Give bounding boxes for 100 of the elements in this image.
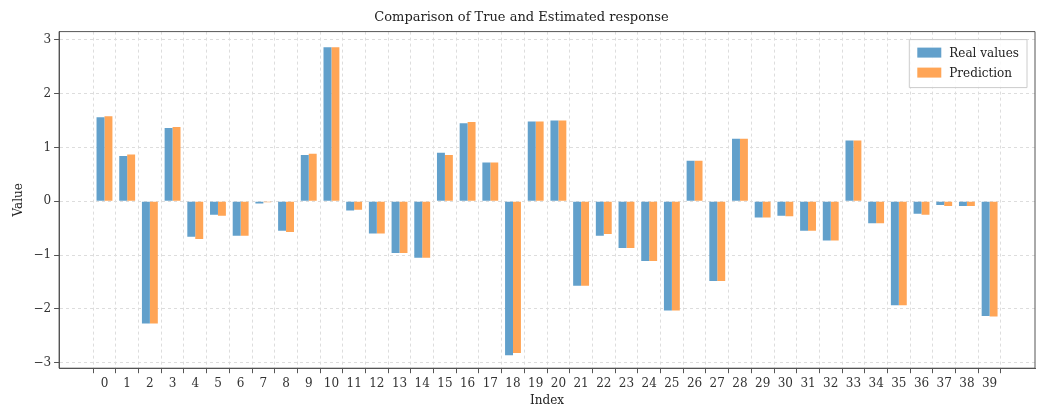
x-tick-label: 39	[981, 375, 998, 390]
x-tick-label: 25	[664, 375, 680, 390]
bar	[232, 201, 241, 236]
bar	[641, 201, 650, 262]
bar	[490, 162, 499, 201]
bar	[717, 201, 726, 281]
bar	[944, 201, 953, 207]
bar	[671, 201, 680, 311]
bar	[966, 201, 975, 207]
bar	[459, 123, 468, 201]
x-tick-label: 26	[686, 375, 703, 390]
bar	[898, 201, 907, 306]
x-axis-title: Index	[530, 392, 565, 407]
x-tick-label: 6	[236, 375, 245, 390]
bar	[762, 201, 771, 218]
bar	[391, 201, 400, 253]
y-tick-label: 0	[43, 193, 52, 208]
x-tick-label: 16	[459, 375, 476, 390]
bar	[573, 201, 582, 286]
bar	[527, 121, 536, 201]
x-tick-label: 31	[800, 375, 816, 390]
y-tick-label: 3	[43, 31, 52, 46]
bar	[808, 201, 816, 231]
bar	[595, 201, 604, 236]
y-tick-label: −2	[33, 301, 52, 316]
legend-label: Prediction	[949, 65, 1013, 80]
x-tick-label: 14	[414, 375, 431, 390]
bar	[444, 154, 453, 201]
chart-title: Comparison of True and Estimated response	[374, 9, 670, 25]
bar	[513, 201, 521, 354]
x-tick-label: 35	[891, 375, 907, 390]
bar	[739, 138, 748, 201]
bar	[581, 201, 590, 286]
x-tick-label: 7	[259, 375, 268, 390]
bar	[368, 201, 377, 234]
bar	[300, 154, 309, 201]
bar	[104, 116, 113, 201]
bar	[785, 201, 794, 217]
bar	[558, 120, 567, 201]
bar	[331, 47, 340, 201]
y-axis-title: Value	[11, 183, 26, 218]
x-tick-label: 22	[596, 375, 612, 390]
x-tick-label: 13	[391, 375, 408, 390]
x-tick-label: 2	[146, 375, 154, 390]
bar	[217, 201, 226, 216]
bar	[754, 201, 763, 218]
x-tick-label: 37	[936, 375, 952, 390]
bar	[550, 120, 559, 201]
x-tick-label: 30	[777, 375, 793, 390]
bar	[822, 201, 831, 241]
bar	[686, 160, 695, 201]
bar	[149, 201, 158, 324]
x-tick-label: 0	[100, 375, 109, 390]
x-tick-label: 15	[437, 375, 453, 390]
bar	[868, 201, 877, 224]
bar	[603, 201, 612, 235]
bar	[119, 156, 128, 201]
x-tick-label: 12	[369, 375, 385, 390]
bar	[240, 201, 249, 236]
x-tick-label: 17	[482, 375, 498, 390]
x-tick-label: 9	[304, 375, 313, 390]
y-tick-label: 2	[43, 85, 52, 100]
x-tick-label: 21	[573, 375, 589, 390]
x-tick-label: 4	[191, 375, 200, 390]
bar	[913, 201, 922, 214]
x-tick-label: 23	[618, 375, 635, 390]
bar	[694, 160, 703, 201]
x-tick-label: 11	[346, 375, 362, 390]
bar	[535, 121, 544, 201]
x-tick-label: 29	[755, 375, 771, 390]
bar	[278, 201, 287, 231]
bar	[709, 201, 718, 281]
bar	[414, 201, 423, 258]
x-tick-label: 1	[123, 375, 131, 390]
x-tick-label: 19	[528, 375, 544, 390]
bar	[663, 201, 672, 311]
bar	[845, 140, 854, 201]
y-tick-label: −1	[33, 247, 52, 262]
y-tick-label: −3	[33, 354, 52, 369]
bar	[981, 201, 990, 316]
x-tick-label: 3	[168, 375, 177, 390]
bar	[323, 47, 332, 201]
x-tick-label: 18	[505, 375, 521, 390]
bar	[308, 153, 317, 201]
bar	[354, 201, 363, 210]
x-tick-label: 36	[913, 375, 930, 390]
x-tick-label: 20	[550, 375, 567, 390]
bar	[127, 154, 136, 201]
bar	[732, 138, 740, 201]
x-tick-label: 34	[868, 375, 885, 390]
x-tick-label: 27	[709, 375, 725, 390]
bar	[195, 201, 204, 239]
bar	[876, 201, 885, 224]
bar	[422, 201, 431, 258]
x-tick-label: 38	[959, 375, 975, 390]
bar	[777, 201, 786, 216]
bar	[649, 201, 658, 262]
bar	[482, 162, 491, 201]
bar	[505, 201, 513, 356]
bar	[890, 201, 899, 306]
